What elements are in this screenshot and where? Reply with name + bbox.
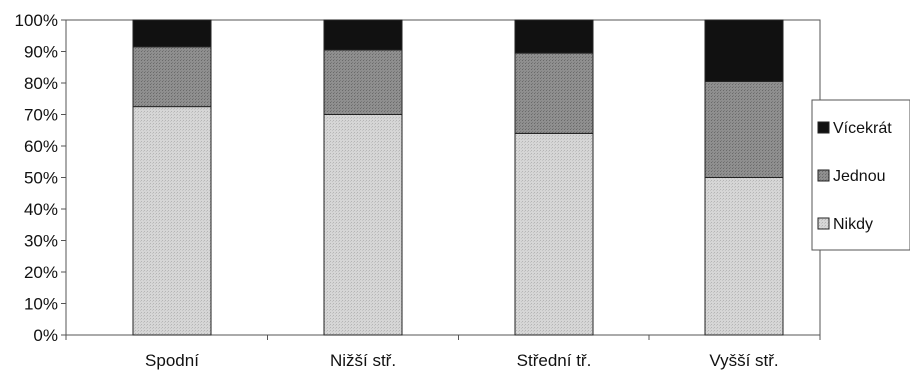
legend-swatch-vicekrat <box>817 121 830 134</box>
y-axis: 0% 10% 20% 30% 40% 50% 60% 70% 80% 90% 100% <box>15 11 66 345</box>
bar-segment-nikdy-stredni-tr <box>514 132 594 336</box>
legend: Vícekrát Jednou Nikdy <box>811 99 910 251</box>
x-category-label: Nižší stř. <box>330 351 396 370</box>
bar-segment-nikdy-vyssi-str <box>704 177 784 336</box>
bar-segment-nikdy-spodni <box>132 106 212 336</box>
y-tick-label: 30% <box>24 232 58 251</box>
bar-segment-vicekrat-nizsi-str <box>323 19 403 51</box>
x-category-label: Vyšší stř. <box>709 351 778 370</box>
y-tick-label: 10% <box>24 295 58 314</box>
y-tick-label: 20% <box>24 263 58 282</box>
legend-swatch-nikdy <box>817 217 830 230</box>
legend-label-jednou: Jednou <box>833 168 886 185</box>
x-category-label: Spodní <box>145 351 199 370</box>
y-tick-label: 50% <box>24 169 58 188</box>
y-tick-label: 100% <box>15 11 58 30</box>
bar-segment-jednou-stredni-tr <box>514 52 594 134</box>
bars <box>132 19 784 336</box>
bar-segment-jednou-vyssi-str <box>704 80 784 178</box>
y-tick-label: 40% <box>24 200 58 219</box>
bar-segment-vicekrat-spodni <box>132 19 212 48</box>
y-tick-label: 90% <box>24 43 58 62</box>
legend-label-nikdy: Nikdy <box>833 216 873 233</box>
legend-label-vicekrat: Vícekrát <box>833 120 892 137</box>
bar-segment-vicekrat-vyssi-str <box>704 19 784 82</box>
bar-segment-jednou-nizsi-str <box>323 49 403 115</box>
bar-segment-jednou-spodni <box>132 46 212 108</box>
bar-segment-nikdy-nizsi-str <box>323 114 403 336</box>
bar-segment-vicekrat-stredni-tr <box>514 19 594 54</box>
y-tick-label: 60% <box>24 137 58 156</box>
legend-swatch-jednou <box>817 169 830 182</box>
y-tick-label: 70% <box>24 106 58 125</box>
y-tick-label: 80% <box>24 74 58 93</box>
x-axis: Spodní Nižší stř. Střední tř. Vyšší stř. <box>65 335 821 370</box>
y-tick-label: 0% <box>33 326 58 345</box>
x-category-label: Střední tř. <box>517 351 592 370</box>
